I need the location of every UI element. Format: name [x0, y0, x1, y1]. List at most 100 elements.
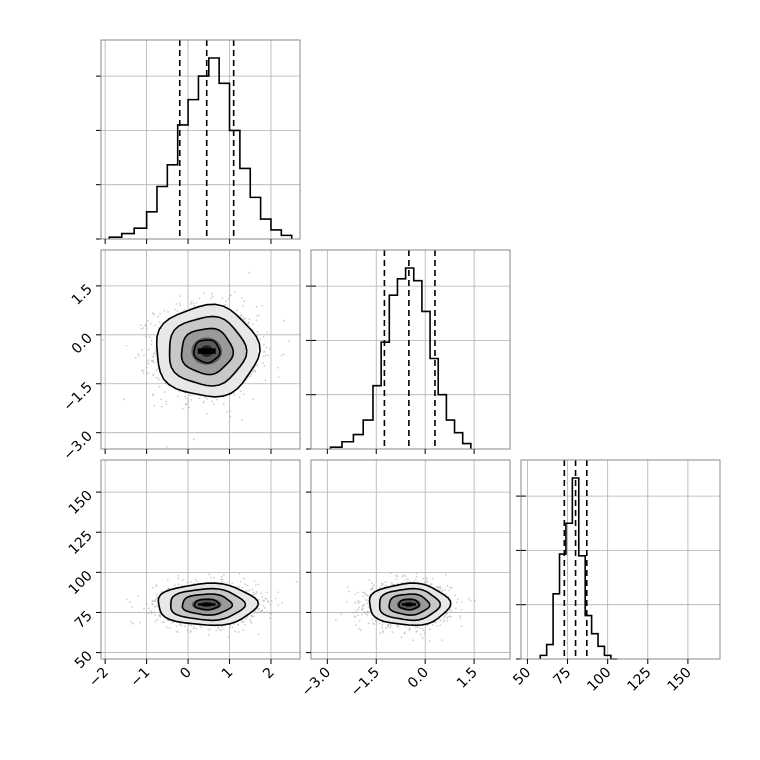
scatter-point	[231, 582, 234, 584]
scatter-point	[460, 625, 463, 628]
scatter-point	[240, 314, 243, 316]
scatter-point	[222, 403, 225, 405]
scatter-point	[422, 577, 425, 580]
scatter-point	[418, 627, 421, 629]
scatter-point	[371, 622, 374, 625]
scatter-point	[177, 395, 180, 397]
scatter-point	[403, 632, 406, 635]
y-tick-label: 1.5	[69, 281, 96, 308]
scatter-point	[235, 309, 238, 312]
joint-frame	[310, 459, 511, 660]
scatter-point	[265, 346, 268, 349]
scatter-point	[447, 615, 449, 618]
scatter-point	[361, 591, 364, 594]
x-tick-label: 0.0	[405, 665, 432, 692]
scatter-point	[363, 592, 366, 594]
scatter-point	[220, 575, 223, 578]
scatter-point	[366, 614, 369, 616]
scatter-point	[262, 362, 265, 364]
inner-x-ticks	[104, 449, 272, 454]
scatter-point	[149, 323, 152, 325]
scatter-point	[422, 629, 425, 632]
scatter-point	[256, 330, 259, 333]
scatter-point	[155, 369, 158, 371]
scatter-point	[374, 619, 377, 622]
scatter-point	[426, 581, 429, 584]
scatter-point	[137, 353, 140, 356]
scatter-point	[227, 298, 230, 301]
scatter-point	[373, 623, 376, 626]
histogram-panel-2	[516, 460, 720, 660]
scatter-point	[153, 352, 156, 355]
scatter-point	[390, 572, 392, 574]
scatter-point	[184, 395, 186, 398]
scatter-point	[227, 635, 230, 638]
scatter-point	[150, 360, 153, 362]
scatter-point	[150, 610, 152, 612]
scatter-point	[150, 339, 153, 342]
scatter-point	[436, 625, 438, 627]
scatter-point	[155, 605, 158, 607]
scatter-point	[204, 396, 207, 399]
scatter-point	[364, 612, 367, 615]
scatter-point	[185, 581, 188, 584]
joint-panel-1-2	[311, 460, 510, 659]
x-tick-label: 1.5	[454, 665, 481, 692]
scatter-point	[211, 295, 214, 298]
scatter-point	[150, 612, 153, 615]
scatter-point	[396, 582, 399, 585]
scatter-point	[268, 612, 271, 615]
scatter-point	[171, 621, 174, 624]
scatter-point	[421, 627, 424, 630]
scatter-point	[206, 413, 208, 415]
y-tick-label: 50	[72, 648, 96, 672]
scatter-point	[177, 574, 180, 577]
scatter-point	[269, 617, 271, 620]
scatter-point	[385, 627, 387, 630]
scatter-point	[190, 624, 193, 627]
scatter-point	[257, 633, 260, 636]
scatter-point	[192, 438, 195, 441]
scatter-point	[250, 621, 253, 624]
scatter-point	[266, 591, 269, 594]
scatter-point	[147, 362, 150, 365]
scatter-point	[354, 601, 357, 604]
hist-left-ticks-2	[521, 495, 526, 606]
scatter-point	[277, 376, 280, 378]
scatter-point	[280, 354, 283, 357]
scatter-point	[143, 354, 145, 357]
scatter-point	[238, 573, 241, 575]
histogram-step	[329, 267, 472, 449]
joint-frame	[100, 249, 301, 450]
scatter-point	[379, 632, 382, 635]
scatter-point	[151, 603, 154, 605]
scatter-point	[367, 610, 369, 613]
scatter-point	[203, 400, 205, 403]
scatter-point	[253, 593, 256, 596]
scatter-point	[140, 327, 143, 330]
scatter-point	[252, 323, 254, 326]
scatter-point	[189, 394, 191, 397]
x-tick-label: −1	[128, 665, 154, 691]
scatter-point	[151, 586, 154, 589]
scatter-point	[156, 618, 159, 621]
scatter-point	[270, 600, 273, 602]
scatter-point	[163, 309, 166, 312]
scatter-point	[371, 618, 374, 621]
scatter-point	[252, 591, 255, 594]
scatter-point	[147, 607, 150, 610]
scatter-point	[155, 376, 158, 379]
scatter-point	[158, 386, 161, 388]
x-axis-param-2: 50 75 100 125 150	[510, 659, 695, 695]
scatter-point	[190, 300, 193, 303]
scatter-point	[229, 627, 231, 629]
x-tick-label: 1	[219, 665, 237, 683]
scatter-point	[157, 379, 160, 381]
scatter-point	[242, 393, 245, 395]
scatter-point	[239, 390, 242, 393]
scatter-point	[415, 575, 418, 578]
scatter-point	[467, 597, 470, 600]
density-peak	[197, 348, 216, 354]
scatter-point	[423, 632, 426, 635]
contour-line	[180, 327, 235, 376]
